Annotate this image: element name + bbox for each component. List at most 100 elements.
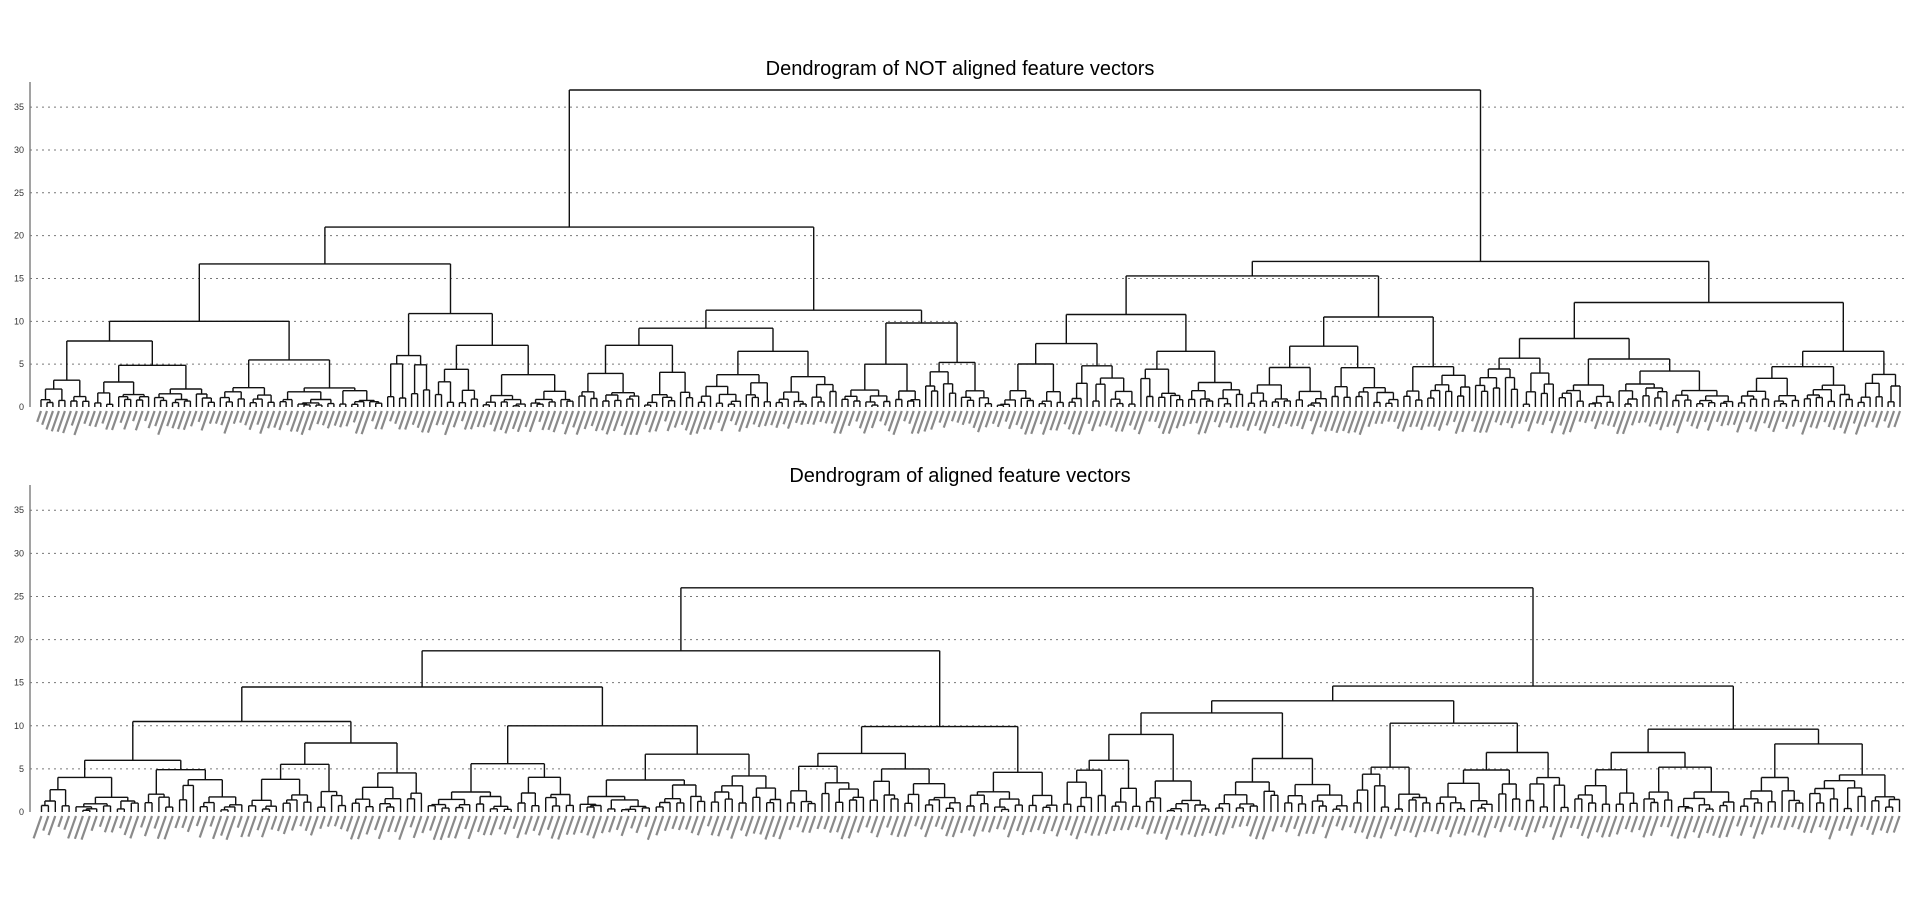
leaf-label-mark: [1373, 815, 1383, 838]
leaf-label-mark: [1300, 410, 1310, 430]
chart-title: Dendrogram of aligned feature vectors: [789, 465, 1131, 487]
leaf-label-mark: [903, 815, 913, 837]
leaf-label-mark: [775, 410, 784, 429]
leaf-label-mark: [394, 410, 401, 425]
leaf-label-mark: [154, 410, 162, 427]
leaf-label-mark: [132, 410, 138, 422]
leaf-label-mark: [883, 410, 891, 426]
leaf-label-mark: [1133, 410, 1142, 431]
leaf-label-mark: [129, 815, 140, 839]
leaf-label-mark: [420, 410, 431, 433]
leaf-label-mark: [411, 410, 419, 426]
leaf-label-mark: [942, 410, 951, 429]
leaf-label-mark: [903, 410, 909, 422]
leaf-label-mark: [635, 410, 646, 436]
leaf-label-mark: [1153, 410, 1160, 423]
leaf-label-mark: [759, 815, 768, 835]
leaf-label-mark: [1396, 410, 1405, 430]
leaf-label-mark: [1659, 815, 1666, 828]
leaf-label-mark: [394, 815, 402, 833]
leaf-label-mark: [623, 410, 634, 436]
leaf-label-mark: [1606, 410, 1615, 427]
leaf-label-mark: [1449, 815, 1459, 838]
dendrogram-links: [40, 89, 1901, 407]
leaf-label-mark: [1777, 815, 1784, 829]
leaf-label-mark: [1358, 410, 1370, 436]
leaf-label-mark: [356, 815, 368, 840]
leaf-label-mark: [847, 815, 858, 839]
dendrogram-links: [40, 587, 1901, 812]
leaf-label-mark: [1039, 410, 1047, 425]
leaf-label-mark: [663, 410, 670, 422]
leaf-label-mark: [1041, 410, 1053, 435]
leaf-label-mark: [689, 410, 700, 436]
leaf-label-mark: [197, 410, 204, 423]
leaf-label-mark: [421, 815, 430, 834]
leaf-label-mark: [166, 410, 174, 427]
leaf-label-mark: [572, 815, 582, 835]
leaf-label-mark: [1578, 410, 1585, 423]
leaf-label-mark: [862, 410, 873, 434]
leaf-label-mark: [1160, 815, 1169, 835]
leaf-label-mark: [1477, 815, 1487, 836]
leaf-label-mark: [1745, 410, 1752, 423]
leaf-label-mark: [772, 815, 782, 838]
leaf-label-mark: [1510, 410, 1519, 429]
leaf-label-mark: [1394, 815, 1404, 837]
leaf-label-mark: [493, 410, 503, 432]
leaf-label-mark: [1084, 815, 1093, 834]
y-tick-label: 25: [14, 188, 24, 198]
leaf-label-mark: [1340, 815, 1348, 831]
leaf-label-mark: [1838, 815, 1846, 832]
leaf-label-mark: [463, 410, 473, 430]
y-tick-label: 5: [19, 764, 24, 774]
leaf-label-mark: [644, 815, 651, 828]
leaf-label-mark: [1754, 410, 1764, 432]
leaf-label-mark: [1272, 410, 1280, 427]
leaf-label-mark: [858, 410, 867, 429]
leaf-label-mark: [1098, 410, 1107, 427]
leaf-label-mark: [42, 815, 50, 832]
leaf-label-mark: [1457, 815, 1466, 835]
leaf-label-mark: [1783, 815, 1791, 831]
leaf-label-mark: [1478, 410, 1489, 434]
leaf-label-mark: [1164, 815, 1176, 840]
leaf-label-mark: [648, 410, 658, 433]
leaf-label-mark: [103, 815, 112, 833]
leaf-label-mark: [267, 410, 276, 429]
leaf-label-mark: [620, 410, 628, 427]
leaf-label-mark: [1134, 815, 1141, 828]
leaf-label-mark: [924, 815, 934, 838]
leaf-label-mark: [620, 815, 630, 837]
leaf-label-mark: [326, 410, 335, 429]
leaf-label-mark: [770, 410, 778, 426]
leaf-label-mark: [1245, 815, 1252, 827]
leaf-label-mark: [1229, 410, 1238, 429]
leaf-label-mark: [1461, 410, 1471, 433]
leaf-label-mark: [1006, 815, 1017, 838]
leaf-label-mark: [1214, 815, 1224, 837]
leaf-label-mark: [1008, 410, 1017, 430]
leaf-label-mark: [703, 410, 712, 430]
leaf-label-mark: [532, 815, 540, 832]
leaf-label-mark: [1797, 815, 1804, 830]
leaf-label-mark: [223, 410, 234, 434]
leaf-label-mark: [734, 410, 742, 426]
leaf-label-mark: [870, 815, 879, 834]
leaf-label-mark: [1090, 815, 1100, 837]
leaf-label-mark: [105, 410, 114, 430]
leaf-label-mark: [1695, 410, 1704, 429]
leaf-label-mark: [541, 410, 551, 431]
leaf-label-mark: [752, 815, 761, 834]
leaf-label-mark: [594, 410, 604, 432]
leaf-label-mark: [1324, 815, 1335, 839]
leaf-label-mark: [512, 815, 520, 830]
leaf-label-mark: [467, 815, 478, 840]
leaf-label-mark: [1222, 815, 1231, 835]
leaf-label-mark: [1887, 410, 1896, 429]
leaf-label-mark: [961, 410, 969, 426]
leaf-label-mark: [220, 815, 229, 836]
leaf-label-mark: [88, 410, 96, 427]
leaf-label-mark: [1195, 410, 1202, 424]
leaf-label-mark: [1445, 410, 1453, 426]
